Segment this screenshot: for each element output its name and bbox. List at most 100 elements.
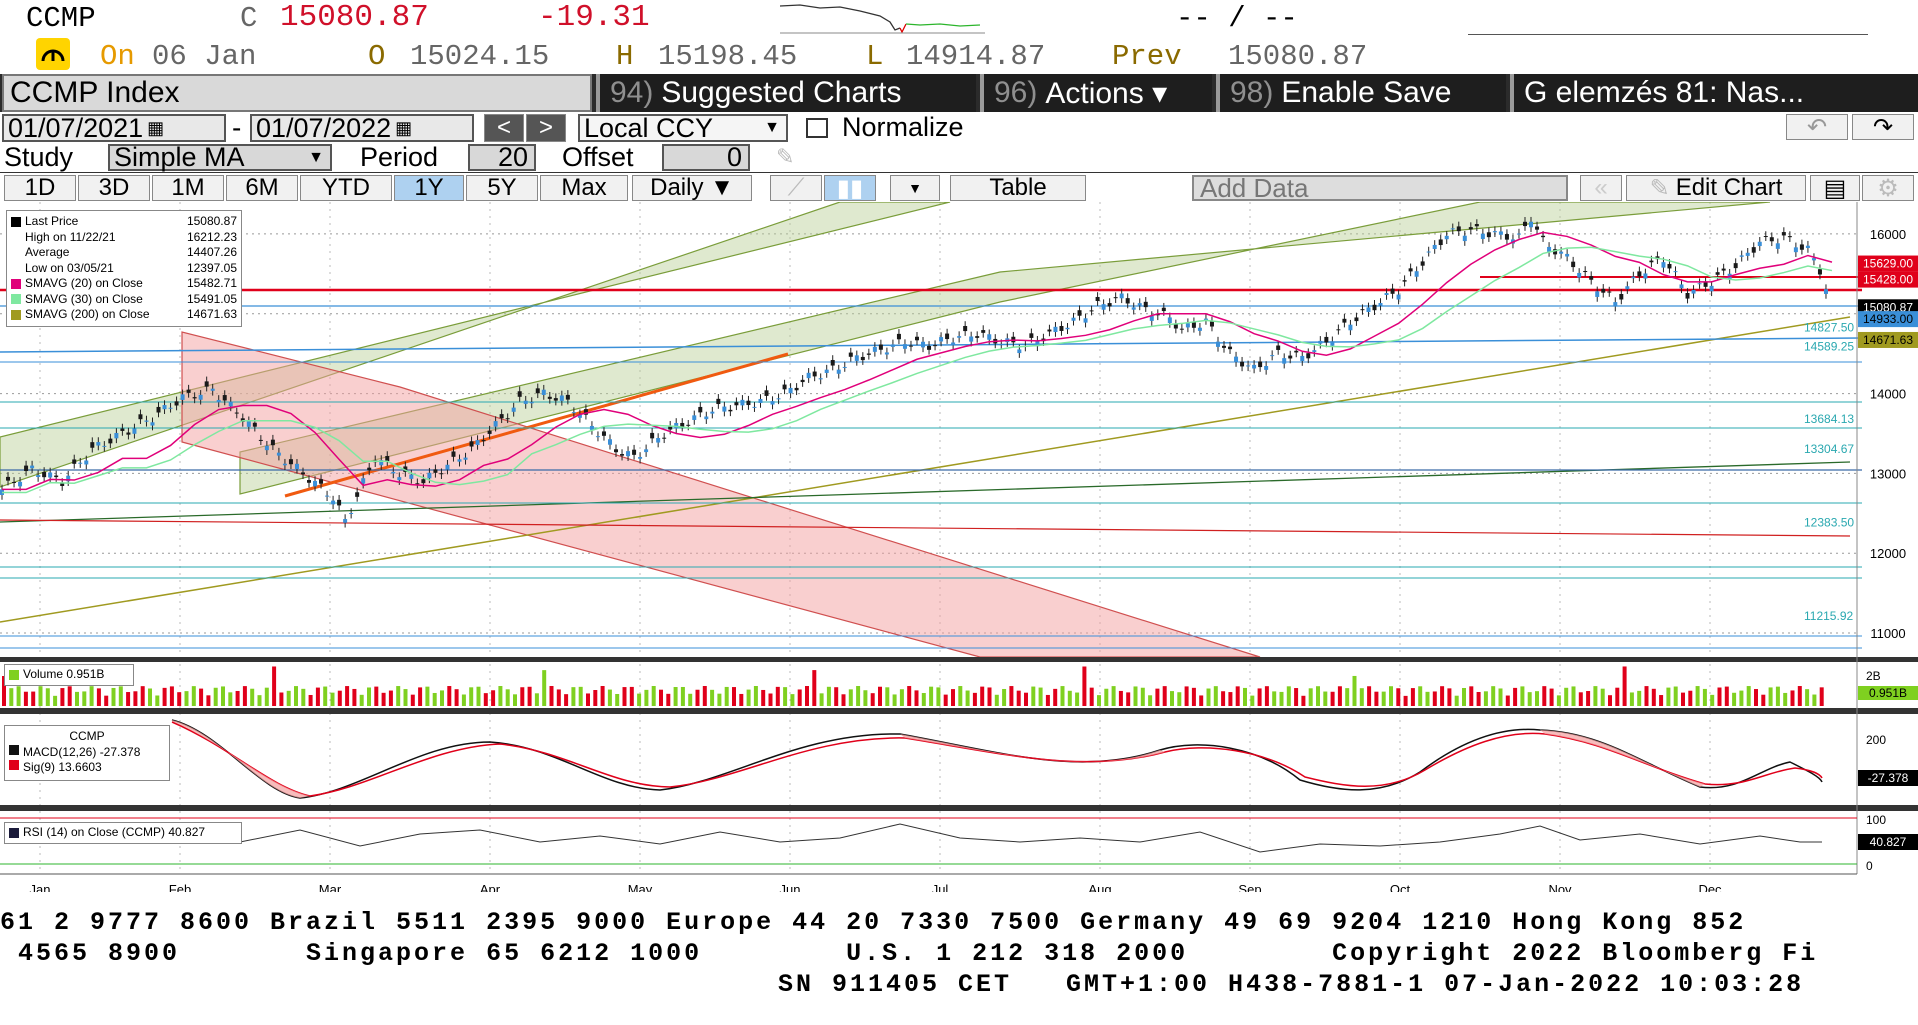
volume-bar	[1462, 687, 1466, 706]
volume-bar	[31, 691, 36, 706]
quote-header-row-1: CCMP C 15080.87 -19.31 -- / --	[0, 0, 1918, 37]
table-button[interactable]: Table	[950, 174, 1086, 201]
prev-range-button[interactable]: <	[484, 114, 524, 142]
edit-chart-button[interactable]: ✎ Edit Chart	[1626, 174, 1806, 202]
candle-body	[1222, 345, 1227, 348]
sub-tick-label: 200	[1866, 733, 1886, 747]
candle-body	[1823, 289, 1828, 294]
volume-bar	[578, 686, 583, 706]
candle-body	[403, 466, 408, 472]
candle-body	[198, 394, 203, 400]
volume-bar	[1768, 687, 1773, 706]
volume-bar	[1067, 690, 1072, 706]
price-change: -19.31	[538, 0, 650, 35]
volume-bar	[1170, 691, 1174, 706]
volume-bar	[965, 690, 970, 706]
period-1d-button[interactable]: 1D	[4, 174, 76, 201]
volume-bar	[1688, 690, 1693, 706]
candle-body	[1071, 317, 1076, 321]
candle-body	[601, 431, 606, 436]
volume-bar	[1520, 686, 1525, 706]
line-chart-button[interactable]: ⟋	[770, 174, 822, 201]
candle-body	[1294, 350, 1299, 353]
volume-bar	[1724, 686, 1729, 706]
speedometer-icon[interactable]	[36, 38, 70, 70]
suggested-charts-button[interactable]: 94) Suggested Charts	[596, 74, 976, 112]
volume-bar	[242, 686, 247, 706]
candle-body	[1035, 340, 1040, 347]
period-ytd-button[interactable]: YTD	[300, 174, 392, 201]
volume-bar	[53, 695, 58, 706]
enable-save-num: 98)	[1230, 76, 1274, 109]
candle-body	[1149, 316, 1154, 321]
legend-row: SMAVG (200) on Close 14671.63	[11, 307, 237, 323]
volume-bar	[1717, 687, 1722, 706]
offset-input[interactable]: 0	[662, 142, 750, 172]
actions-button[interactable]: 96) Actions ▾	[980, 74, 1212, 112]
volume-bar	[848, 689, 853, 706]
volume-bar	[1286, 686, 1291, 706]
offset-label: Offset	[562, 142, 634, 172]
volume-bar	[666, 693, 671, 706]
collapse-button[interactable]: «	[1580, 174, 1622, 201]
redo-button[interactable]: ↷	[1852, 114, 1914, 141]
candle-body	[1360, 309, 1365, 311]
frequency-select[interactable]: Daily ▼	[632, 174, 752, 201]
add-data-input[interactable]: Add Data	[1192, 173, 1568, 203]
candle-body	[1673, 271, 1678, 273]
calendar-icon[interactable]: ▦	[147, 117, 165, 138]
candle-body	[728, 409, 733, 412]
enable-save-button[interactable]: 98) Enable Save	[1216, 74, 1506, 112]
candle-body	[902, 344, 907, 349]
candle-body	[692, 415, 697, 420]
bar-chart-button[interactable]: ▮▮	[824, 175, 876, 202]
volume-bar	[425, 686, 430, 706]
volume-bar	[841, 694, 846, 706]
undo-button[interactable]: ↶	[1786, 114, 1848, 141]
suggested-charts-num: 94)	[610, 76, 654, 109]
volume-bar	[797, 689, 802, 706]
volume-bar	[272, 666, 277, 706]
security-field[interactable]: CCMP Index	[2, 74, 592, 112]
macd-tag-bg	[1858, 770, 1918, 786]
end-date-input[interactable]: 01/07/2022 ▦	[250, 113, 474, 143]
candle-body	[319, 479, 324, 484]
price-tag-bg	[1858, 255, 1918, 272]
period-3d-button[interactable]: 3D	[78, 174, 150, 201]
period-1y-button[interactable]: 1Y	[394, 174, 464, 201]
candle-body	[638, 456, 643, 459]
start-date-input[interactable]: 01/07/2021 ▦	[2, 113, 226, 143]
legend-row: Low on 03/05/21 12397.05	[11, 261, 237, 277]
gear-button[interactable]: ⚙	[1862, 175, 1914, 202]
volume-bar	[286, 690, 291, 706]
pencil-icon[interactable]: ✎	[776, 144, 795, 169]
legend-row: Last Price 15080.87	[11, 214, 237, 230]
chart-type-dropdown[interactable]: ▼	[890, 175, 940, 201]
volume-bar	[1243, 687, 1247, 706]
legend-row-label: High on 11/22/21	[11, 230, 116, 246]
candle-body	[632, 449, 637, 455]
currency-select[interactable]: Local CCY ▼	[578, 113, 788, 143]
period-6m-button[interactable]: 6M	[226, 174, 298, 201]
period-5y-button[interactable]: 5Y	[466, 174, 538, 201]
chart-settings-button[interactable]: ▤	[1810, 175, 1860, 202]
calendar-icon[interactable]: ▦	[395, 117, 413, 138]
volume-bar	[1126, 692, 1131, 706]
candle-body	[1288, 355, 1293, 359]
candle-body	[999, 344, 1004, 346]
low-label: L	[866, 40, 884, 73]
normalize-checkbox[interactable]	[806, 118, 828, 138]
chart-name-tab[interactable]: G elemzés 81: Nas...	[1510, 74, 1918, 112]
volume-bar	[1133, 686, 1138, 706]
volume-bar	[1476, 691, 1481, 706]
legend-value: 15482.71	[186, 276, 237, 290]
candle-body	[1137, 303, 1142, 306]
next-range-button[interactable]: >	[526, 114, 566, 142]
period-max-button[interactable]: Max	[540, 174, 628, 201]
period-input[interactable]: 20	[468, 142, 536, 172]
period-1m-button[interactable]: 1M	[152, 174, 224, 201]
candle-body	[457, 459, 462, 462]
volume-bar	[1396, 688, 1401, 706]
study-value: Simple MA	[114, 142, 245, 172]
study-select[interactable]: Simple MA ▼	[108, 142, 332, 172]
